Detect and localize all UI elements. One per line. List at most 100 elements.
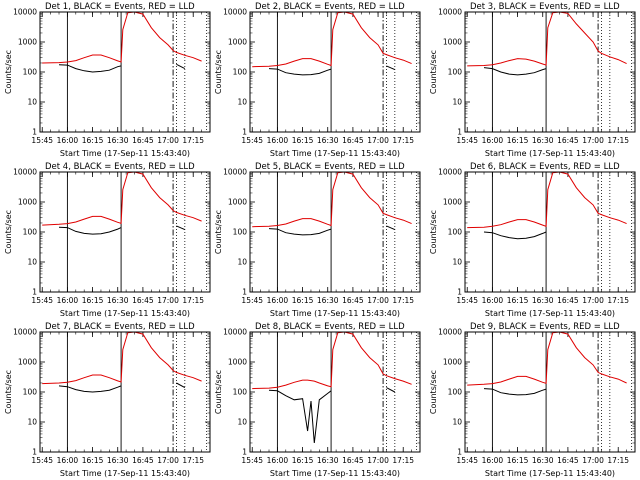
x-tick-label: 17:15 [392,136,414,145]
detector-panel: Det 5, BLACK = Events, RED = LLD Counts/s… [214,162,421,318]
x-tick-label: 15:45 [31,136,53,145]
x-tick-label: 17:00 [582,136,604,145]
y-tick-label: 1000 [443,38,462,47]
y-tick-label: 1 [457,128,462,137]
lld-series-line [42,172,202,226]
y-tick-label: 10 [452,98,462,107]
y-axis-label: Counts/sec [4,210,13,254]
lld-series-line [252,332,412,390]
x-axis-label: Start Time (17-Sep-11 15:43:40) [270,309,400,318]
x-tick-label: 16:15 [82,136,104,145]
x-tick-label: 16:00 [482,136,504,145]
y-tick-label: 10 [27,418,37,427]
x-tick-label: 15:45 [241,296,263,305]
x-axis-label: Start Time (17-Sep-11 15:43:40) [485,149,615,158]
x-tick-label: 16:30 [107,456,129,465]
events-series-line [58,226,122,235]
detector-panel: Det 6, BLACK = Events, RED = LLD Counts/s… [429,162,636,318]
y-axis-label: Counts/sec [214,370,223,414]
x-axis-label: Start Time (17-Sep-11 15:43:40) [485,309,615,318]
panel-title: Det 8, BLACK = Events, RED = LLD [255,322,405,332]
x-tick-label: 17:00 [367,296,389,305]
detector-panel: Det 3, BLACK = Events, RED = LLD Counts/s… [429,2,636,158]
x-tick-label: 15:45 [456,136,478,145]
y-tick-label: 1000 [443,358,462,367]
events-series-line [483,67,547,76]
y-tick-label: 100 [233,228,248,237]
x-tick-label: 16:15 [507,296,529,305]
plot-frame [249,331,421,453]
lld-series-line [252,12,412,68]
y-tick-label: 10000 [223,168,247,177]
x-tick-label: 15:45 [456,296,478,305]
x-tick-label: 17:15 [182,456,204,465]
x-tick-label: 16:45 [342,456,364,465]
x-tick-label: 17:00 [582,296,604,305]
x-tick-label: 15:45 [241,136,263,145]
x-tick-label: 15:45 [241,456,263,465]
panel-title: Det 7, BLACK = Events, RED = LLD [45,322,195,332]
y-tick-label: 1 [242,128,247,137]
lld-series-line [467,332,627,386]
y-axis-label: Counts/sec [429,50,438,94]
x-tick-label: 17:15 [607,456,629,465]
y-tick-label: 100 [233,388,248,397]
lld-series-line [467,12,627,67]
y-tick-label: 1000 [443,198,462,207]
y-tick-label: 10 [237,258,247,267]
events-series-line [386,225,396,231]
x-tick-label: 16:30 [532,296,554,305]
y-axis-label: Counts/sec [214,210,223,254]
panel-title: Det 3, BLACK = Events, RED = LLD [470,2,620,12]
x-tick-label: 17:15 [182,136,204,145]
y-tick-label: 1000 [228,38,247,47]
y-tick-label: 100 [233,68,248,77]
plot-frame [464,11,636,133]
y-tick-label: 100 [23,68,38,77]
y-axis-label: Counts/sec [429,370,438,414]
x-tick-label: 16:45 [342,136,364,145]
lld-series-line [42,12,202,64]
y-tick-label: 10000 [438,8,462,17]
y-tick-label: 10000 [223,8,247,17]
plot-frame [39,171,211,293]
events-series-line [386,65,396,71]
y-tick-label: 1000 [228,358,247,367]
y-tick-label: 10 [237,418,247,427]
events-series-line [58,64,122,73]
x-axis-label: Start Time (17-Sep-11 15:43:40) [270,149,400,158]
detector-panel: Det 7, BLACK = Events, RED = LLD Counts/s… [4,322,211,478]
x-axis-label: Start Time (17-Sep-11 15:43:40) [60,469,190,478]
x-tick-label: 16:00 [57,456,79,465]
y-tick-label: 1 [32,448,37,457]
x-tick-label: 17:00 [157,456,179,465]
y-tick-label: 1000 [18,358,37,367]
y-tick-label: 10 [237,98,247,107]
x-axis-label: Start Time (17-Sep-11 15:43:40) [270,469,400,478]
x-tick-label: 16:45 [557,296,579,305]
y-tick-label: 10000 [438,328,462,337]
x-tick-label: 16:45 [342,296,364,305]
plot-frame [464,171,636,293]
y-tick-label: 1 [242,288,247,297]
x-tick-label: 16:45 [557,136,579,145]
x-tick-label: 16:00 [482,296,504,305]
detector-panel: Det 9, BLACK = Events, RED = LLD Counts/s… [429,322,636,478]
events-series-line [268,389,332,444]
x-tick-label: 17:15 [607,296,629,305]
plot-frame [464,331,636,453]
x-tick-label: 15:45 [456,456,478,465]
y-tick-label: 10 [452,258,462,267]
panel-title: Det 2, BLACK = Events, RED = LLD [255,2,405,12]
events-series-line [483,388,547,396]
x-tick-label: 16:30 [107,296,129,305]
panel-title: Det 5, BLACK = Events, RED = LLD [255,162,405,172]
y-tick-label: 1000 [228,198,247,207]
x-tick-label: 16:30 [317,136,339,145]
x-tick-label: 16:15 [82,296,104,305]
x-tick-label: 16:15 [507,136,529,145]
y-tick-label: 10000 [438,168,462,177]
detector-panel: Det 4, BLACK = Events, RED = LLD Counts/s… [4,162,211,318]
plot-frame [39,11,211,133]
x-tick-label: 16:30 [532,456,554,465]
